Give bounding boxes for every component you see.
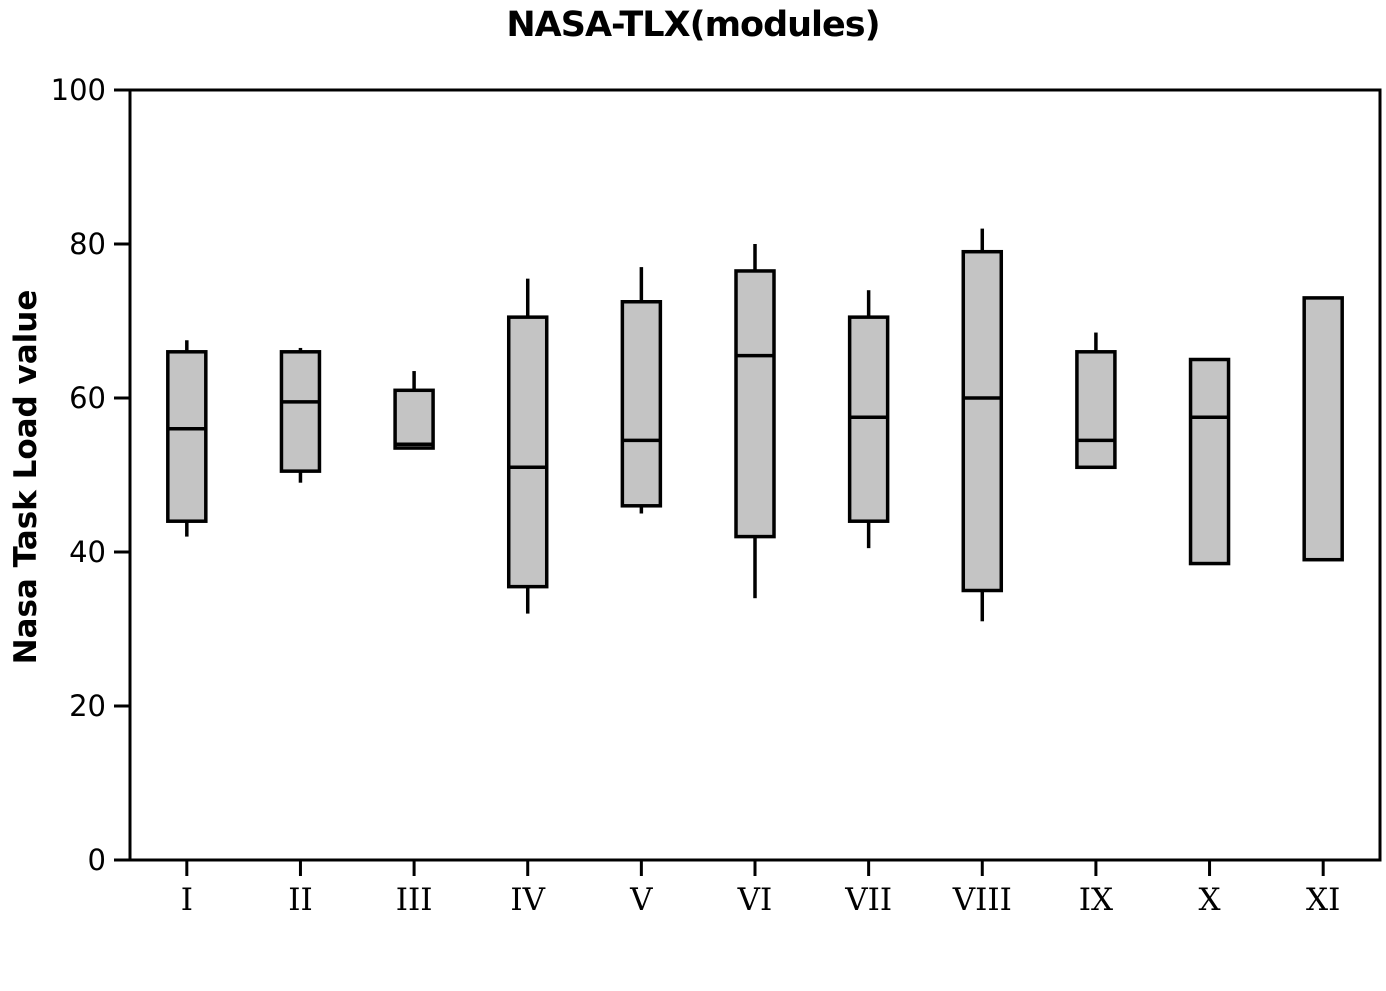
iqr-box — [734, 269, 776, 539]
iqr-box — [620, 300, 663, 508]
iqr-box — [279, 350, 322, 473]
x-tick-label: IX — [1079, 882, 1113, 918]
box-VII — [847, 290, 890, 549]
x-tick-label: IV — [510, 882, 545, 918]
x-tick-label: X — [1199, 882, 1221, 918]
chart-title: NASA-TLX(modules) — [506, 5, 880, 45]
box-III — [393, 371, 435, 450]
box-V — [620, 267, 663, 514]
box-I — [166, 340, 208, 537]
box-II — [279, 347, 322, 483]
iqr-box — [1302, 296, 1344, 562]
box-VIII — [961, 228, 1004, 622]
x-tick-label: VIII — [952, 882, 1012, 918]
y-tick-label: 100 — [51, 73, 106, 107]
iqr-box — [961, 249, 1004, 593]
iqr-box — [847, 315, 890, 523]
x-tick-label: II — [288, 882, 313, 918]
x-tick-label: V — [629, 882, 653, 918]
x-tick-label: III — [396, 882, 433, 918]
y-axis-label: Nasa Task Load value — [8, 289, 44, 665]
y-tick-label: 40 — [69, 535, 106, 569]
box-VI — [734, 244, 776, 599]
iqr-box — [166, 350, 208, 523]
y-tick-label: 60 — [69, 381, 106, 415]
box-IV — [506, 278, 549, 614]
x-tick-label: I — [181, 882, 193, 918]
iqr-box — [1075, 350, 1117, 470]
box-X — [1188, 357, 1231, 566]
y-tick-label: 80 — [69, 227, 106, 261]
x-tick-label: VII — [844, 882, 892, 918]
x-tick-label: VI — [737, 882, 773, 918]
iqr-box — [506, 315, 549, 589]
y-tick-label: 20 — [69, 689, 106, 723]
box-IX — [1075, 332, 1117, 470]
x-tick-label: XI — [1306, 882, 1340, 918]
iqr-box — [393, 388, 435, 450]
y-tick-label: 0 — [88, 843, 106, 877]
iqr-box — [1188, 357, 1231, 566]
box-XI — [1302, 296, 1344, 562]
